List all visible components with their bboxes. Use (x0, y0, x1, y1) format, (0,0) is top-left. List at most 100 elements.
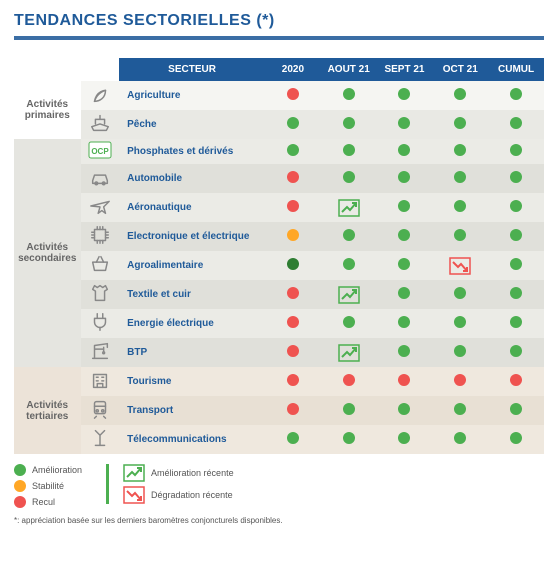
status-cell (432, 110, 488, 139)
status-cell (377, 396, 433, 425)
status-cell (488, 280, 544, 309)
table-row: Agroalimentaire (14, 251, 544, 280)
category-label: Activités secondaires (14, 139, 81, 367)
status-cell (488, 338, 544, 367)
status-cell (377, 309, 433, 338)
status-cell (377, 251, 433, 280)
status-cell (488, 425, 544, 454)
ocp-icon: OCP (81, 139, 120, 164)
table-row: Télecommunications (14, 425, 544, 454)
status-cell (488, 110, 544, 139)
table-row: Activités primairesAgriculture (14, 81, 544, 110)
status-cell (432, 280, 488, 309)
status-cell (377, 193, 433, 222)
status-cell (321, 193, 377, 222)
category-label: Activités tertiaires (14, 367, 81, 454)
status-cell (432, 338, 488, 367)
train-icon (81, 396, 120, 425)
status-cell (488, 396, 544, 425)
status-cell (265, 222, 321, 251)
category-label: Activités primaires (14, 81, 81, 139)
status-cell (377, 81, 433, 110)
col-2020: 2020 (265, 58, 321, 81)
status-cell (377, 139, 433, 164)
footnote: *: appréciation basée sur les derniers b… (14, 516, 544, 525)
status-cell (321, 367, 377, 396)
col-secteur: SECTEUR (119, 58, 265, 81)
col-aout21: AOUT 21 (321, 58, 377, 81)
table-row: Transport (14, 396, 544, 425)
status-cell (377, 338, 433, 367)
status-cell (377, 367, 433, 396)
status-cell (488, 81, 544, 110)
sector-label: Textile et cuir (119, 280, 265, 309)
legend-item: Stabilité (14, 480, 82, 492)
status-cell (377, 280, 433, 309)
sector-label: Aéronautique (119, 193, 265, 222)
sector-label: Automobile (119, 164, 265, 193)
table-row: Energie électrique (14, 309, 544, 338)
header-row: SECTEUR 2020 AOUT 21 SEPT 21 OCT 21 CUMU… (14, 58, 544, 81)
col-oct21: OCT 21 (432, 58, 488, 81)
status-cell (432, 367, 488, 396)
status-cell (432, 251, 488, 280)
status-cell (265, 251, 321, 280)
status-cell (321, 81, 377, 110)
table-row: Aéronautique (14, 193, 544, 222)
status-cell (265, 164, 321, 193)
sector-label: BTP (119, 338, 265, 367)
legend-item: Amélioration (14, 464, 82, 476)
status-cell (488, 251, 544, 280)
status-cell (488, 309, 544, 338)
hotel-icon (81, 367, 120, 396)
col-sept21: SEPT 21 (377, 58, 433, 81)
table-row: BTP (14, 338, 544, 367)
status-cell (321, 338, 377, 367)
leaf-icon (81, 81, 120, 110)
status-cell (432, 81, 488, 110)
svg-text:OCP: OCP (91, 147, 109, 156)
status-cell (488, 193, 544, 222)
sector-label: Agroalimentaire (119, 251, 265, 280)
plane-icon (81, 193, 120, 222)
status-cell (265, 280, 321, 309)
sector-label: Agriculture (119, 81, 265, 110)
status-cell (377, 164, 433, 193)
basket-icon (81, 251, 120, 280)
table-row: Activités tertiairesTourisme (14, 367, 544, 396)
status-cell (265, 193, 321, 222)
status-cell (377, 110, 433, 139)
status-cell (488, 222, 544, 251)
status-cell (432, 396, 488, 425)
sector-label: Télecommunications (119, 425, 265, 454)
trend-table: SECTEUR 2020 AOUT 21 SEPT 21 OCT 21 CUMU… (14, 58, 544, 454)
status-cell (265, 139, 321, 164)
status-cell (377, 222, 433, 251)
legend-item: Recul (14, 496, 82, 508)
status-cell (377, 425, 433, 454)
shirt-icon (81, 280, 120, 309)
antenna-icon (81, 425, 120, 454)
crane-icon (81, 338, 120, 367)
status-cell (321, 396, 377, 425)
status-cell (432, 164, 488, 193)
status-cell (432, 309, 488, 338)
car-icon (81, 164, 120, 193)
status-cell (265, 396, 321, 425)
table-row: Textile et cuir (14, 280, 544, 309)
table-row: Automobile (14, 164, 544, 193)
title-underline (14, 36, 544, 40)
sector-label: Energie électrique (119, 309, 265, 338)
status-cell (432, 139, 488, 164)
status-cell (265, 81, 321, 110)
col-cumul: CUMUL (488, 58, 544, 81)
status-cell (265, 425, 321, 454)
status-cell (321, 222, 377, 251)
status-cell (265, 309, 321, 338)
legend: AméliorationStabilitéRecul Amélioration … (14, 464, 544, 508)
status-cell (321, 139, 377, 164)
sector-label: Transport (119, 396, 265, 425)
chip-icon (81, 222, 120, 251)
table-row: Activités secondairesOCPPhosphates et dé… (14, 139, 544, 164)
status-cell (432, 193, 488, 222)
